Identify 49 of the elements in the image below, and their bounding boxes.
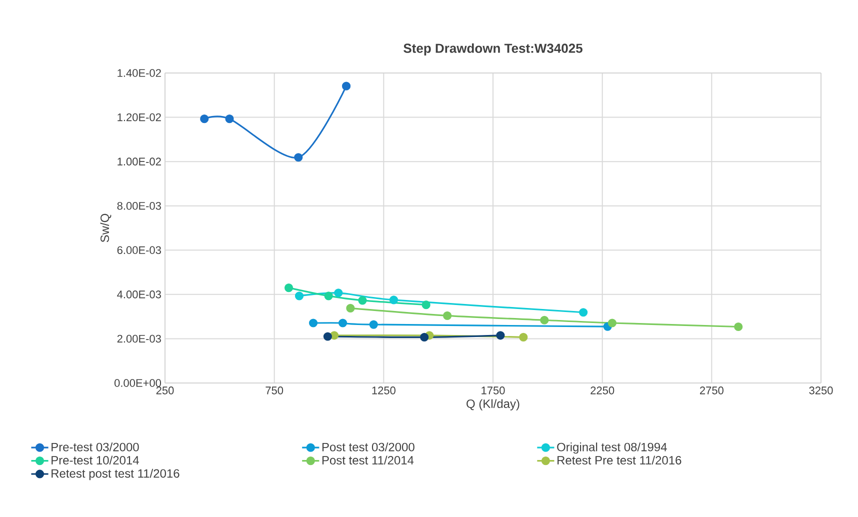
point [369, 320, 378, 329]
point [294, 153, 303, 162]
y-tick-label: 4.00E-03 [117, 290, 161, 298]
point [496, 331, 505, 340]
legend-label: Retest Pre test 11/2016 [558, 456, 682, 464]
legend-label: Post test 03/2000 [322, 442, 414, 452]
point [579, 308, 588, 317]
point [284, 283, 294, 292]
legend-label: Pre-test 10/2014 [52, 456, 139, 464]
point [294, 292, 304, 300]
y-axis-title: Sw/Q [100, 214, 112, 242]
point [225, 114, 234, 124]
point [734, 322, 743, 332]
y-tick-label: 0.00E+00 [114, 379, 162, 387]
y-tick-label: 1.00E-02 [118, 158, 161, 166]
point [338, 318, 348, 328]
legend-label: Original test 08/1994 [557, 442, 667, 454]
point [519, 332, 528, 342]
y-tick-label: 8.00E-03 [117, 202, 161, 210]
point [389, 296, 398, 304]
x-tick-label: 750 [266, 386, 284, 394]
point [422, 300, 430, 310]
x-tick-label: 2250 [590, 386, 614, 394]
x-tick-label: 2750 [700, 386, 724, 394]
point [443, 311, 452, 320]
x-tick-label: 250 [156, 386, 174, 394]
legend-label: Pre-test 03/2000 [52, 442, 139, 452]
x-tick-label: 3250 [809, 386, 833, 394]
point [324, 292, 333, 300]
point [308, 318, 318, 328]
point [200, 114, 209, 124]
point [358, 296, 367, 305]
point [608, 318, 616, 328]
point [323, 332, 332, 341]
point [346, 304, 355, 312]
point [334, 288, 343, 298]
y-tick-label: 6.00E-03 [117, 246, 161, 254]
y-tick-label: 1.40E-02 [118, 69, 161, 77]
y-tick-label: 2.00E-03 [117, 334, 161, 343]
point [420, 332, 429, 342]
legend-label: Retest post test 11/2016 [52, 468, 180, 480]
x-tick-label: 1750 [482, 386, 505, 394]
x-tick-label: 1250 [372, 386, 396, 394]
y-tick-label: 1.20E-02 [118, 113, 161, 122]
x-axis-title: Q (Kl/day) [466, 399, 520, 410]
chart-title: Step Drawdown Test:W34025 [404, 43, 582, 56]
legend-label: Post test 11/2014 [322, 456, 414, 464]
point [540, 316, 549, 324]
point [342, 82, 351, 90]
